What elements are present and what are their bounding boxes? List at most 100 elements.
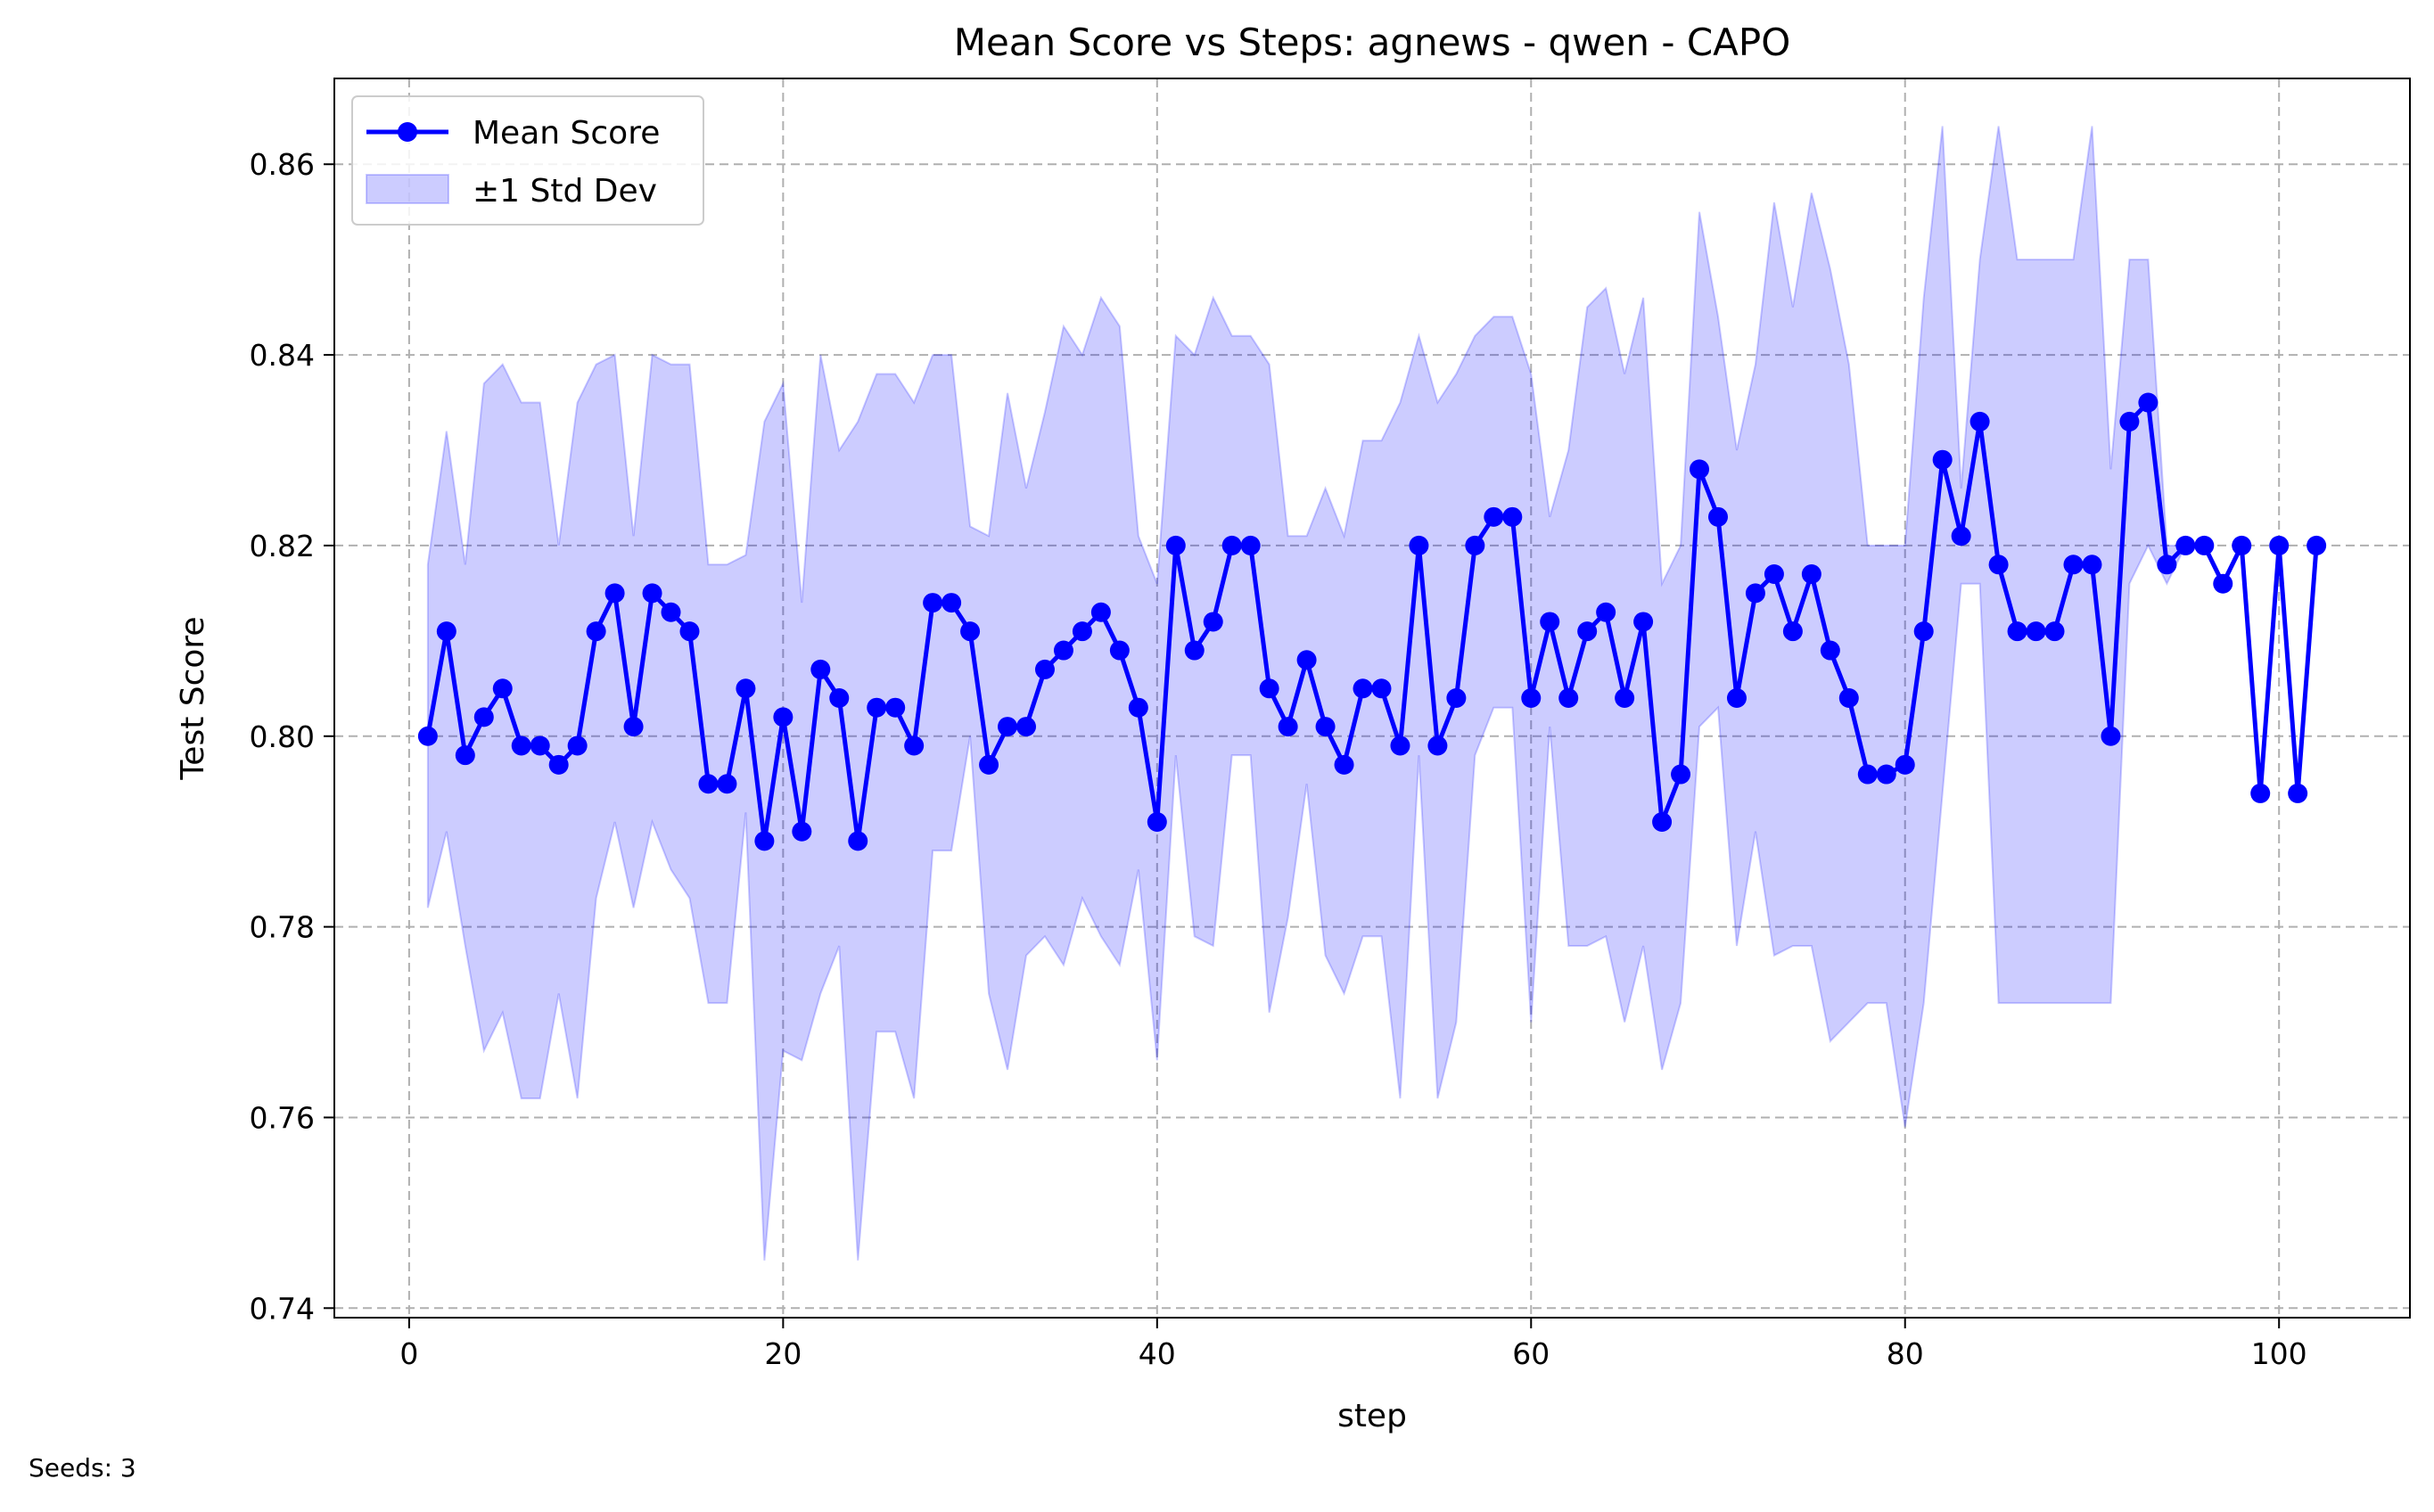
mean-score-point (2082, 555, 2102, 575)
y-tick-label: 0.84 (250, 338, 315, 373)
mean-score-point (810, 659, 831, 679)
mean-score-point (1502, 506, 1523, 527)
mean-score-point (1652, 812, 1673, 832)
mean-score-point (436, 621, 456, 642)
mean-score-point (2250, 783, 2271, 803)
mean-score-markers (417, 392, 2327, 851)
mean-score-point (2119, 411, 2140, 431)
mean-score-point (1390, 735, 1410, 756)
mean-score-point (1315, 717, 1336, 737)
x-tick-label: 0 (399, 1336, 418, 1371)
mean-score-point (1857, 764, 1878, 785)
mean-score-point (2269, 535, 2290, 555)
mean-score-point (548, 754, 569, 775)
y-tick-label: 0.82 (250, 529, 315, 563)
mean-score-point (1876, 764, 1896, 785)
mean-score-point (2007, 621, 2027, 642)
mean-score-point (1128, 697, 1148, 718)
mean-score-point (1895, 754, 1915, 775)
mean-score-point (1109, 640, 1130, 661)
mean-score-point (1838, 688, 1859, 708)
mean-score-point (1633, 612, 1654, 632)
mean-score-point (2175, 535, 2196, 555)
mean-score-point (867, 697, 887, 718)
mean-score-point (1221, 535, 1242, 555)
mean-score-point (642, 583, 662, 604)
mean-score-point (455, 745, 475, 766)
mean-score-point (1764, 564, 1784, 584)
mean-score-point (1184, 640, 1205, 661)
x-tick-label: 40 (1139, 1336, 1176, 1371)
mean-score-point (2063, 555, 2084, 575)
mean-score-point (1558, 688, 1579, 708)
mean-score-point (1577, 621, 1598, 642)
mean-score-point (1072, 621, 1092, 642)
mean-score-point (792, 821, 812, 842)
mean-score-point (1820, 640, 1840, 661)
mean-score-point (829, 688, 850, 708)
mean-score-point (473, 707, 494, 727)
mean-score-point (2026, 621, 2046, 642)
mean-score-point (773, 707, 794, 727)
mean-score-point (1278, 717, 1298, 737)
y-axis-ticks: 0.74 0.76 0.78 0.80 0.82 0.84 0.86 (250, 147, 334, 1326)
mean-score-point (492, 678, 513, 699)
x-axis-label: step (1337, 1398, 1407, 1434)
mean-score-point (2213, 573, 2233, 594)
mean-score-point (2194, 535, 2215, 555)
mean-score-point (1446, 688, 1467, 708)
mean-score-point (679, 621, 700, 642)
mean-score-point (1690, 459, 1710, 480)
mean-score-point (1090, 602, 1111, 622)
mean-score-point (661, 602, 681, 622)
mean-score-point (998, 717, 1018, 737)
mean-score-point (1465, 535, 1485, 555)
mean-score-point (1521, 688, 1542, 708)
mean-score-point (698, 774, 719, 794)
mean-score-point (1259, 678, 1279, 699)
mean-score-point (511, 735, 531, 756)
mean-score-point (1484, 506, 1504, 527)
mean-score-point (1540, 612, 1560, 632)
mean-score-point (979, 754, 999, 775)
mean-score-point (1334, 754, 1354, 775)
mean-score-point (1932, 449, 1953, 470)
x-tick-label: 60 (1512, 1336, 1550, 1371)
mean-score-point (717, 774, 737, 794)
y-tick-label: 0.80 (250, 719, 315, 754)
mean-score-point (1427, 735, 1448, 756)
legend-label-std: ±1 Std Dev (473, 173, 657, 210)
y-tick-label: 0.74 (250, 1291, 315, 1326)
y-axis-label: Test Score (175, 616, 211, 780)
mean-score-point (1596, 602, 1616, 622)
mean-score-point (1409, 535, 1429, 555)
mean-score-point (1969, 411, 1990, 431)
mean-score-point (1371, 678, 1392, 699)
mean-score-point (960, 621, 981, 642)
mean-score-point (623, 717, 644, 737)
mean-score-point (885, 697, 906, 718)
mean-score-point (1353, 678, 1373, 699)
mean-score-point (2138, 392, 2159, 413)
mean-score-point (1615, 688, 1635, 708)
mean-score-point (1726, 688, 1747, 708)
mean-score-point (1240, 535, 1261, 555)
mean-score-point (1034, 659, 1055, 679)
mean-score-point (1708, 506, 1728, 527)
x-tick-label: 20 (764, 1336, 802, 1371)
legend: Mean Score ±1 Std Dev (351, 95, 704, 226)
mean-score-point (1951, 526, 1971, 546)
mean-score-point (1913, 621, 1934, 642)
legend-box (351, 95, 704, 226)
mean-score-point (604, 583, 625, 604)
mean-score-point (586, 621, 606, 642)
mean-score-point (2232, 535, 2252, 555)
mean-score-point (1147, 812, 1167, 832)
chart-title: Mean Score vs Steps: agnews - qwen - CAP… (954, 21, 1791, 64)
legend-band-swatch (366, 174, 449, 204)
mean-score-point (904, 735, 925, 756)
mean-score-point (736, 678, 756, 699)
mean-score-point (1782, 621, 1803, 642)
